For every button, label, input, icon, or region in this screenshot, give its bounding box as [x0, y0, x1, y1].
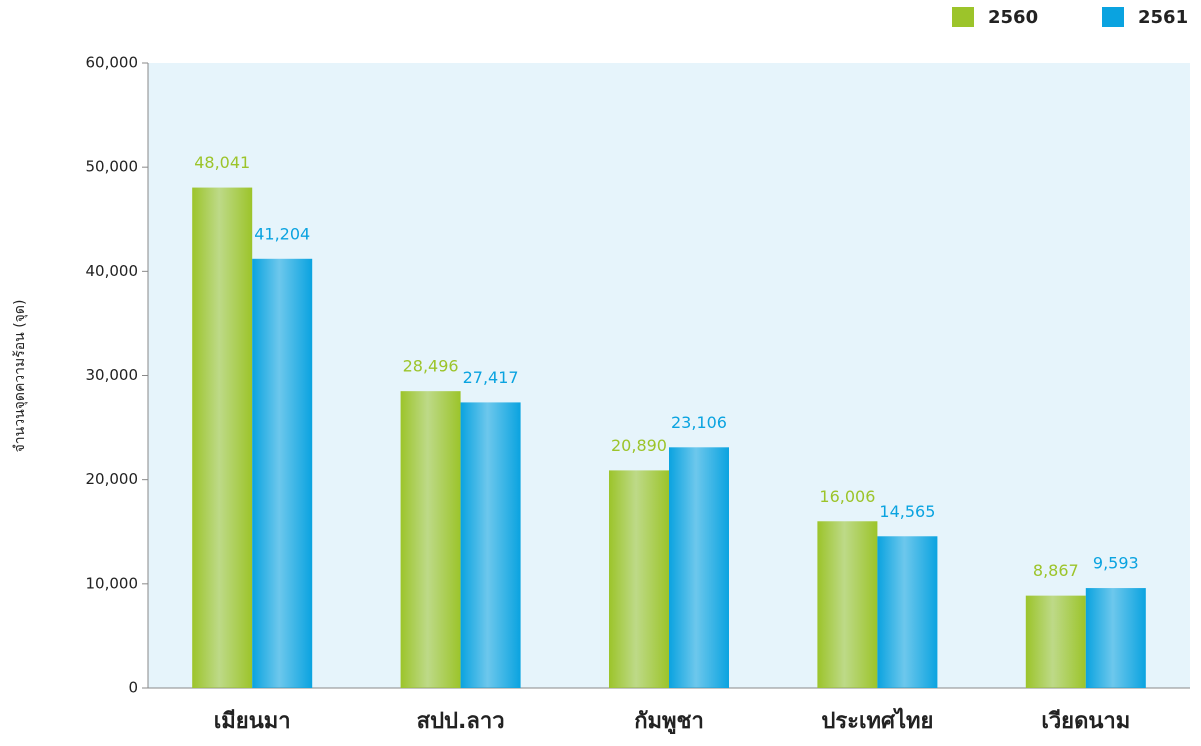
bar — [460, 402, 521, 688]
bar — [877, 536, 938, 688]
x-tick-label: ประเทศไทย — [821, 707, 933, 734]
y-tick-label: 40,000 — [86, 262, 139, 280]
bar — [669, 447, 729, 688]
y-tick-label: 30,000 — [86, 366, 139, 384]
value-label: 27,417 — [463, 368, 519, 387]
value-label: 48,041 — [194, 153, 250, 172]
x-tick-label: กัมพูชา — [634, 709, 704, 735]
bar — [192, 187, 253, 688]
y-tick-label: 10,000 — [86, 574, 139, 592]
x-tick-label: สปป.ลาว — [417, 709, 505, 734]
value-label: 28,496 — [403, 357, 459, 376]
bar — [252, 258, 313, 688]
legend-swatch — [1102, 7, 1124, 27]
bar — [1025, 595, 1086, 688]
y-tick-label: 0 — [128, 679, 138, 697]
x-tick-label: เมียนมา — [214, 709, 291, 734]
legend-label: 2560 — [988, 7, 1038, 28]
value-label: 8,867 — [1033, 561, 1079, 580]
value-label: 41,204 — [254, 224, 310, 243]
y-axis-title: จำนวนจุดความร้อน (จุด) — [12, 300, 28, 453]
bar — [1085, 588, 1146, 688]
value-label: 16,006 — [819, 487, 875, 506]
y-tick-label: 60,000 — [86, 54, 139, 72]
y-tick-label: 50,000 — [86, 158, 139, 176]
legend-label: 2561 — [1138, 7, 1188, 28]
value-label: 23,106 — [671, 413, 727, 432]
value-label: 9,593 — [1093, 554, 1139, 573]
x-tick-label: เวียดนาม — [1041, 709, 1130, 734]
bar — [817, 521, 878, 688]
legend-swatch — [952, 7, 974, 27]
bar — [609, 470, 669, 688]
y-tick-label: 20,000 — [86, 470, 139, 488]
value-label: 20,890 — [611, 436, 667, 455]
value-label: 14,565 — [879, 502, 935, 521]
bar — [400, 391, 461, 688]
